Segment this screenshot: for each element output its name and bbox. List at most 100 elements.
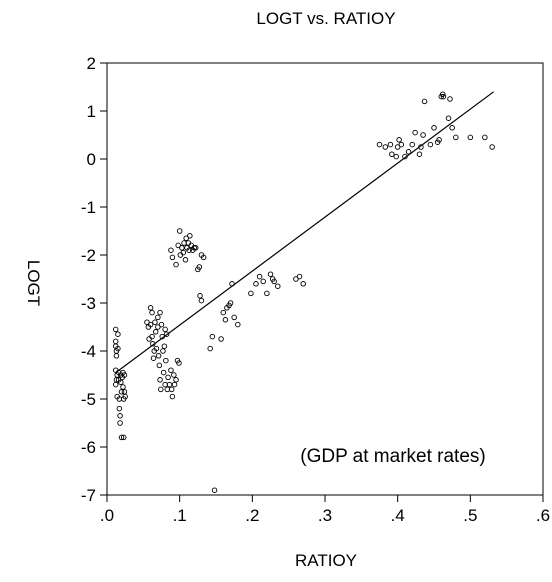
data-point (169, 254, 176, 261)
data-point (147, 321, 154, 328)
data-point (157, 377, 163, 383)
y-axis-label: LOGT (24, 260, 43, 306)
data-point (168, 367, 174, 373)
data-point (449, 125, 455, 131)
data-point (420, 132, 426, 138)
data-point (117, 413, 123, 419)
data-point (179, 245, 185, 251)
data-point (198, 297, 205, 304)
y-tick-label: -7 (81, 486, 96, 505)
data-point (421, 98, 428, 105)
y-tick-label: -1 (81, 198, 96, 217)
x-tick-label: .1 (173, 506, 187, 525)
data-point (150, 355, 157, 361)
data-point (176, 228, 183, 234)
data-point (157, 309, 163, 316)
y-tick-label: -6 (81, 438, 96, 457)
data-point (267, 271, 274, 277)
y-tick-label: 2 (87, 54, 96, 73)
data-point (296, 273, 303, 280)
data-point (171, 372, 177, 378)
data-point (120, 434, 127, 441)
data-point (169, 393, 176, 400)
regression-line (115, 91, 494, 374)
data-point (436, 137, 442, 143)
data-point (112, 326, 119, 333)
data-point (115, 345, 121, 352)
x-tick-label: .3 (318, 506, 332, 525)
annotation-label: (GDP at market rates) (300, 446, 485, 467)
data-point (112, 338, 119, 345)
data-point (168, 247, 174, 253)
data-point (121, 389, 128, 395)
data-point (180, 249, 187, 256)
y-tick-label: 0 (87, 150, 96, 169)
data-point (218, 336, 224, 342)
data-point (147, 305, 154, 311)
data-point (118, 379, 124, 385)
data-point (376, 141, 383, 148)
data-point (253, 281, 259, 287)
data-point (405, 149, 412, 155)
data-point (153, 345, 160, 352)
data-point (439, 91, 446, 97)
data-point (171, 381, 178, 388)
data-point (211, 487, 218, 493)
y-axis-label-text: LOGT (24, 260, 43, 306)
data-point (118, 434, 125, 441)
data-point (482, 134, 488, 141)
data-point (116, 405, 123, 412)
data-point (173, 377, 179, 383)
data-point (200, 254, 207, 261)
data-point (409, 141, 415, 148)
data-point (300, 281, 306, 287)
x-axis-label: RATIOY (295, 551, 357, 570)
data-point (192, 245, 199, 251)
data-point (162, 381, 168, 388)
x-tick-label: .0 (100, 506, 114, 525)
data-point (382, 144, 389, 150)
x-tick-label: .6 (536, 506, 550, 525)
data-point (222, 317, 229, 323)
data-point (275, 283, 281, 289)
x-tick-label: .5 (463, 506, 477, 525)
data-point (113, 353, 120, 359)
data-point (489, 144, 495, 150)
data-point (117, 420, 123, 426)
data-point (235, 321, 241, 328)
data-point (412, 129, 418, 136)
data-point (181, 240, 187, 246)
data-point (161, 343, 168, 349)
data-point (155, 353, 162, 359)
data-point (447, 96, 453, 102)
data-point (389, 151, 395, 157)
data-point (182, 257, 189, 263)
data-point (187, 233, 193, 239)
y-tick-label: -5 (81, 390, 96, 409)
data-point (445, 115, 452, 121)
data-point (121, 372, 128, 378)
data-point (209, 333, 216, 340)
y-tick-label: 1 (87, 102, 96, 121)
data-point (122, 393, 128, 400)
data-point (453, 134, 459, 141)
data-point (467, 134, 474, 141)
data-point (260, 278, 266, 285)
data-point (387, 141, 394, 148)
data-point (207, 345, 213, 352)
data-point (163, 331, 170, 337)
data-point (227, 300, 234, 306)
data-point (231, 314, 237, 321)
data-point (248, 290, 254, 297)
data-point (398, 141, 405, 148)
data-point (271, 278, 277, 285)
data-point (160, 348, 166, 354)
data-point (173, 261, 179, 268)
data-point (186, 247, 192, 253)
data-point (431, 125, 437, 131)
data-point (118, 389, 125, 395)
data-point (416, 151, 423, 157)
data-point (115, 331, 121, 337)
data-point (152, 319, 158, 325)
